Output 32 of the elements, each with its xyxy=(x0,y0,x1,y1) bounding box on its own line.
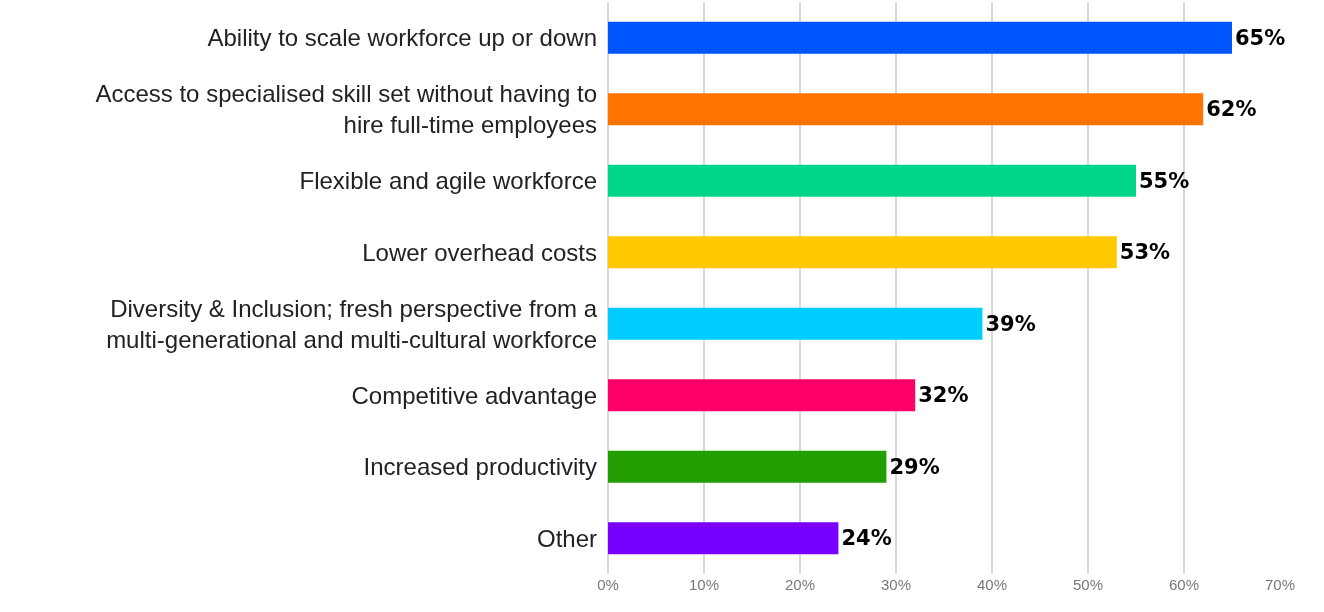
bar xyxy=(608,379,916,412)
x-tick-label: 40% xyxy=(976,576,1008,593)
x-tick-label: 20% xyxy=(784,576,816,593)
x-tick-label: 30% xyxy=(880,576,912,593)
bar xyxy=(608,93,1204,126)
bar xyxy=(608,21,1232,54)
data-label: 39% xyxy=(985,311,1036,336)
bar xyxy=(608,236,1117,269)
x-tick-label: 70% xyxy=(1264,576,1296,593)
y-tick-label: Other xyxy=(536,524,597,552)
data-label: 62% xyxy=(1206,97,1257,122)
x-tick-label: 50% xyxy=(1072,576,1104,593)
x-tick-label: 0% xyxy=(597,576,619,593)
bar xyxy=(608,164,1136,197)
data-label: 55% xyxy=(1139,168,1190,193)
y-tick-label: Access to specialised skill set without having to hire full-time employees xyxy=(95,80,597,139)
bar xyxy=(608,307,983,340)
data-label: 32% xyxy=(918,383,969,408)
y-tick-label: Increased productivity xyxy=(363,453,597,481)
data-label: 29% xyxy=(889,454,940,479)
y-tick-label: Diversity & Inclusion; fresh perspective from a multi-generational and multi-cultural workforce xyxy=(106,294,598,353)
y-tick-label: Ability to scale workforce up or down xyxy=(207,24,597,52)
y-tick-label: Flexible and agile workforce xyxy=(299,167,597,195)
bar xyxy=(608,522,839,555)
x-tick-label: 60% xyxy=(1168,576,1200,593)
y-tick-label: Competitive advantage xyxy=(351,381,597,409)
y-tick-label: Lower overhead costs xyxy=(362,238,597,266)
data-label: 65% xyxy=(1235,25,1286,50)
x-tick-label: 10% xyxy=(688,576,720,593)
bar xyxy=(608,450,887,483)
data-label: 24% xyxy=(841,526,892,551)
data-label: 53% xyxy=(1119,240,1171,265)
